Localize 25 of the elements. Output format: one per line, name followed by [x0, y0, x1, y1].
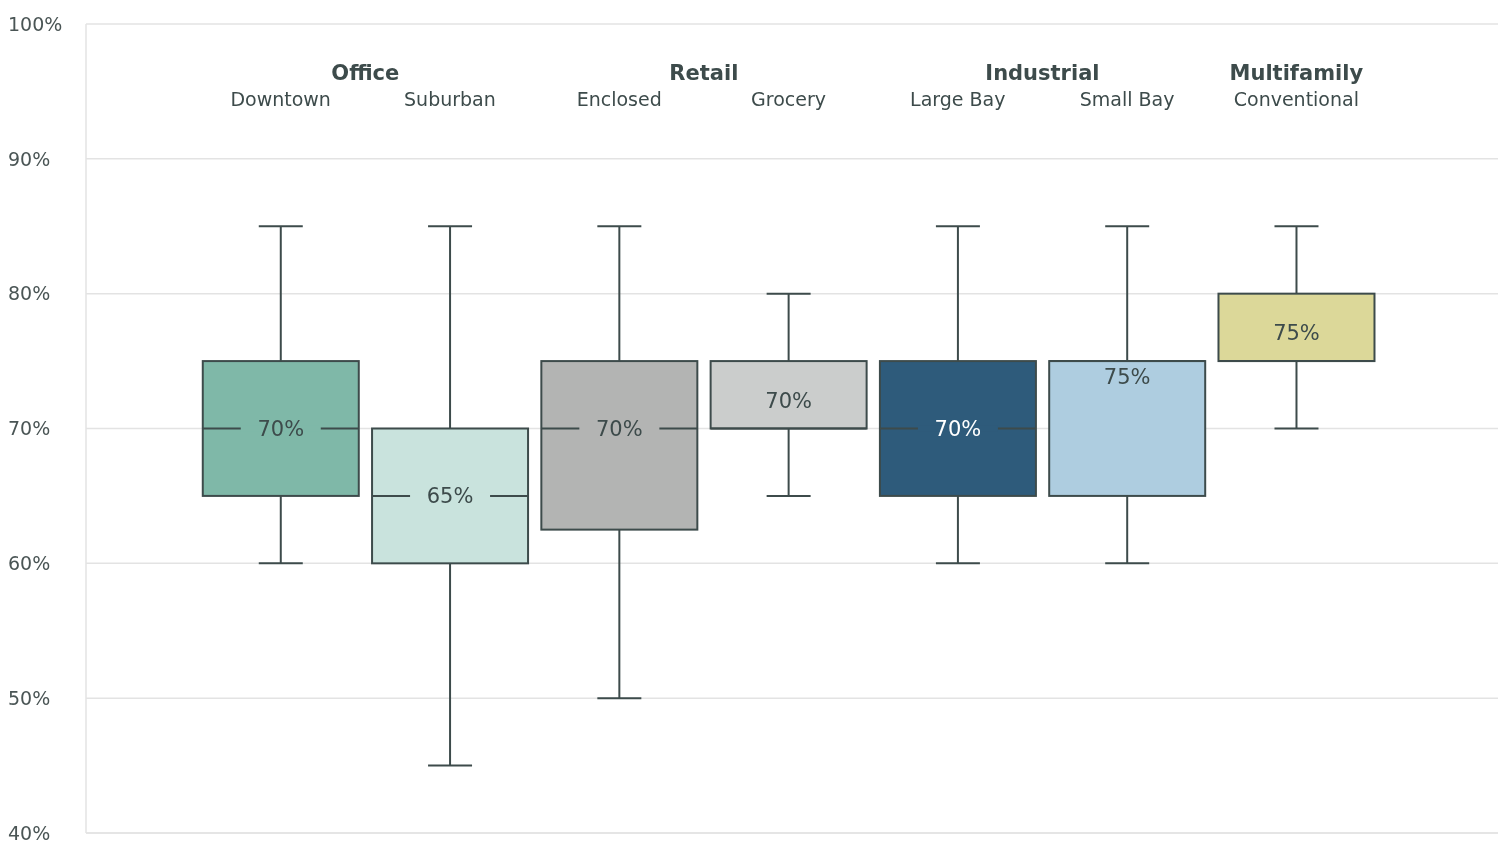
text: 75% [1273, 321, 1320, 346]
y-tick-label: 70% [8, 417, 51, 440]
x-tick-label: Large Bay [910, 88, 1006, 110]
y-tick-label: 100% [8, 12, 63, 35]
x-tick-label: Suburban [404, 88, 496, 110]
y-tick-label: 50% [8, 686, 51, 709]
y-tick-label: 60% [8, 552, 51, 575]
text: 70% [596, 416, 643, 441]
y-tick-label: 80% [8, 282, 51, 305]
text: 70% [257, 416, 305, 441]
y-tick-label: 90% [8, 147, 51, 170]
x-tick-label: Conventional [1233, 88, 1359, 110]
text: 75% [1103, 365, 1151, 390]
x-tick-label: Small Bay [1079, 88, 1175, 110]
annotation: Retail [669, 61, 739, 85]
annotation: Industrial [985, 61, 1100, 85]
x-tick-label: Enclosed [576, 88, 662, 110]
x-tick-label: Downtown [230, 88, 331, 110]
text: 70% [765, 388, 812, 413]
y-tick-label: 40% [8, 821, 51, 844]
annotation: Multifamily [1229, 61, 1364, 85]
x-tick-label: Grocery [751, 88, 826, 110]
text: 70% [934, 416, 982, 441]
text: 65% [426, 483, 474, 508]
annotation: Office [331, 61, 400, 85]
